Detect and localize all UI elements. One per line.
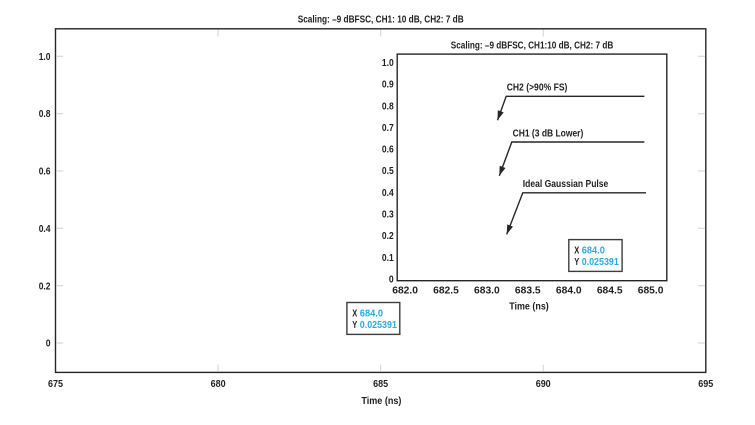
svg-text:0.4: 0.4 xyxy=(39,224,51,235)
svg-text:684.0: 684.0 xyxy=(556,286,582,297)
svg-text:684.5: 684.5 xyxy=(597,286,623,297)
svg-text:X: X xyxy=(574,246,579,257)
svg-text:Y: Y xyxy=(574,257,579,268)
svg-text:0.6: 0.6 xyxy=(39,167,51,178)
svg-text:Y: Y xyxy=(352,320,357,331)
svg-text:0.8: 0.8 xyxy=(382,101,394,112)
svg-text:Scaling: –9 dBFSC, CH1: 10 dB,: Scaling: –9 dBFSC, CH1: 10 dB, CH2: 7 dB xyxy=(298,15,464,26)
svg-text:0.025391: 0.025391 xyxy=(360,320,397,331)
svg-text:690: 690 xyxy=(536,379,551,390)
svg-text:0.6: 0.6 xyxy=(382,145,394,156)
svg-text:680: 680 xyxy=(211,379,226,390)
svg-text:684.0: 684.0 xyxy=(360,308,384,319)
svg-text:0.7: 0.7 xyxy=(382,123,394,134)
svg-text:684.0: 684.0 xyxy=(582,246,606,257)
svg-text:0.2: 0.2 xyxy=(39,281,51,292)
svg-text:0.2: 0.2 xyxy=(382,231,394,242)
svg-text:1.0: 1.0 xyxy=(382,58,394,69)
svg-text:1.0: 1.0 xyxy=(39,52,51,63)
svg-text:0.3: 0.3 xyxy=(382,210,394,221)
svg-text:682.5: 682.5 xyxy=(433,286,459,297)
svg-text:Ideal Gaussian Pulse: Ideal Gaussian Pulse xyxy=(523,179,609,190)
svg-text:685: 685 xyxy=(373,379,388,390)
svg-text:X: X xyxy=(352,308,357,319)
svg-text:675: 675 xyxy=(48,379,63,390)
svg-text:682.0: 682.0 xyxy=(392,286,418,297)
svg-text:0.9: 0.9 xyxy=(382,80,394,91)
svg-text:Time (ns): Time (ns) xyxy=(361,396,401,407)
svg-text:0.8: 0.8 xyxy=(39,109,51,120)
svg-text:685.0: 685.0 xyxy=(638,286,664,297)
svg-text:Scaling: –9 dBFSC, CH1:10 dB,: Scaling: –9 dBFSC, CH1:10 dB, CH2: 7 dB xyxy=(451,41,614,52)
svg-text:0: 0 xyxy=(389,274,394,285)
svg-text:695: 695 xyxy=(698,379,713,390)
svg-text:683.5: 683.5 xyxy=(515,286,541,297)
svg-text:0.025391: 0.025391 xyxy=(582,257,619,268)
svg-text:0: 0 xyxy=(46,339,51,350)
svg-text:Time (ns): Time (ns) xyxy=(509,301,549,312)
svg-text:683.0: 683.0 xyxy=(474,286,500,297)
svg-text:0.4: 0.4 xyxy=(382,188,394,199)
svg-text:CH1 (3 dB Lower): CH1 (3 dB Lower) xyxy=(513,128,584,139)
svg-text:CH2 (>90% FS): CH2 (>90% FS) xyxy=(507,83,568,94)
svg-text:0.5: 0.5 xyxy=(382,166,394,177)
svg-text:0.1: 0.1 xyxy=(382,253,394,264)
